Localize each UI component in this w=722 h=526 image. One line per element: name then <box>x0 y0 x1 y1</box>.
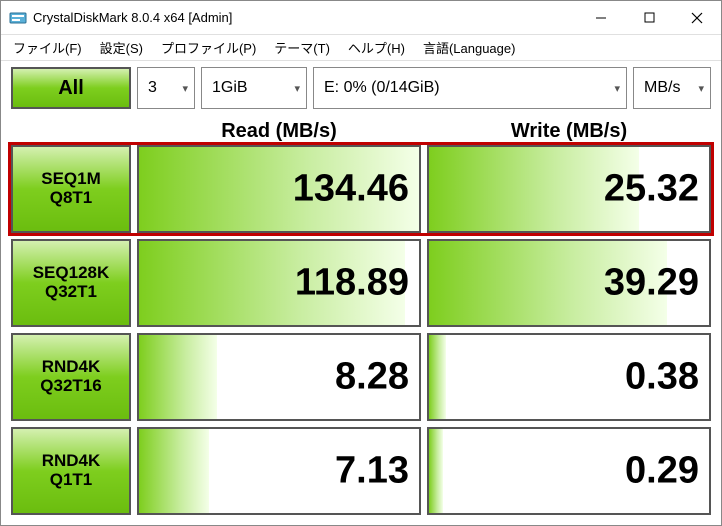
write-result-cell: 0.29 <box>427 427 711 515</box>
read-result-cell: 8.28 <box>137 333 421 421</box>
menu-settings[interactable]: 設定(S) <box>92 36 151 59</box>
column-headers: Read (MB/s) Write (MB/s) <box>11 109 711 143</box>
run-all-label: All <box>58 77 84 100</box>
row-label-line1: SEQ1M <box>41 170 101 189</box>
row-label-line2: Q32T1 <box>45 283 97 302</box>
write-result-cell: 0.38 <box>427 333 711 421</box>
menu-profile[interactable]: プロファイル(P) <box>153 36 264 59</box>
controls-row: All 3 ▾ 1GiB ▾ E: 0% (0/14GiB) ▾ MB/s ▾ <box>11 67 711 109</box>
read-result-cell: 134.46 <box>137 145 421 233</box>
run-test-button[interactable]: RND4KQ1T1 <box>11 427 131 515</box>
read-value: 118.89 <box>295 262 409 305</box>
window-title: CrystalDiskMark 8.0.4 x64 [Admin] <box>33 10 577 25</box>
write-result-cell: 39.29 <box>427 239 711 327</box>
content-area: All 3 ▾ 1GiB ▾ E: 0% (0/14GiB) ▾ MB/s ▾ … <box>1 61 721 525</box>
read-value: 7.13 <box>335 450 409 493</box>
benchmark-row: SEQ1MQ8T1 134.46 25.32 <box>11 145 711 233</box>
header-write: Write (MB/s) <box>427 120 711 143</box>
read-value: 8.28 <box>335 356 409 399</box>
maximize-button[interactable] <box>625 1 673 34</box>
read-result-cell: 7.13 <box>137 427 421 515</box>
close-button[interactable] <box>673 1 721 34</box>
row-label-line2: Q1T1 <box>50 471 93 490</box>
run-all-button[interactable]: All <box>11 67 131 109</box>
write-result-cell: 25.32 <box>427 145 711 233</box>
row-label-line1: RND4K <box>42 358 101 377</box>
row-label-line1: RND4K <box>42 452 101 471</box>
benchmark-row: SEQ128KQ32T1 118.89 39.29 <box>11 239 711 327</box>
menu-help[interactable]: ヘルプ(H) <box>340 36 413 59</box>
write-value: 25.32 <box>604 168 699 211</box>
benchmark-row: RND4KQ32T16 8.28 0.38 <box>11 333 711 421</box>
chevron-down-icon: ▾ <box>294 82 300 95</box>
write-value: 0.29 <box>625 450 699 493</box>
fill-bar <box>139 335 217 419</box>
header-read: Read (MB/s) <box>137 120 421 143</box>
write-value: 39.29 <box>604 262 699 305</box>
unit-value: MB/s <box>644 79 680 97</box>
unit-select[interactable]: MB/s ▾ <box>633 67 711 109</box>
row-label-line1: SEQ128K <box>33 264 110 283</box>
drive-value: E: 0% (0/14GiB) <box>324 79 440 97</box>
count-select[interactable]: 3 ▾ <box>137 67 195 109</box>
chevron-down-icon: ▾ <box>182 82 188 95</box>
window-controls <box>577 1 721 34</box>
menu-theme[interactable]: テーマ(T) <box>266 36 338 59</box>
size-select[interactable]: 1GiB ▾ <box>201 67 307 109</box>
row-label-line2: Q32T16 <box>40 377 101 396</box>
minimize-button[interactable] <box>577 1 625 34</box>
row-label-line2: Q8T1 <box>50 189 93 208</box>
chevron-down-icon: ▾ <box>614 82 620 95</box>
benchmark-rows: SEQ1MQ8T1 134.46 25.32 SEQ128KQ32T1 118.89 39… <box>11 145 711 515</box>
menu-language[interactable]: 言語(Language) <box>415 36 524 59</box>
run-test-button[interactable]: RND4KQ32T16 <box>11 333 131 421</box>
titlebar: CrystalDiskMark 8.0.4 x64 [Admin] <box>1 1 721 35</box>
menubar: ファイル(F) 設定(S) プロファイル(P) テーマ(T) ヘルプ(H) 言語… <box>1 35 721 61</box>
app-window: CrystalDiskMark 8.0.4 x64 [Admin] ファイル(F… <box>0 0 722 526</box>
fill-bar <box>429 335 446 419</box>
read-value: 134.46 <box>293 168 409 211</box>
size-value: 1GiB <box>212 79 248 97</box>
fill-bar <box>139 429 209 513</box>
app-icon <box>9 9 27 27</box>
run-test-button[interactable]: SEQ1MQ8T1 <box>11 145 131 233</box>
drive-select[interactable]: E: 0% (0/14GiB) ▾ <box>313 67 627 109</box>
benchmark-row: RND4KQ1T1 7.13 0.29 <box>11 427 711 515</box>
read-result-cell: 118.89 <box>137 239 421 327</box>
chevron-down-icon: ▾ <box>698 82 704 95</box>
menu-file[interactable]: ファイル(F) <box>5 36 90 59</box>
run-test-button[interactable]: SEQ128KQ32T1 <box>11 239 131 327</box>
write-value: 0.38 <box>625 356 699 399</box>
fill-bar <box>429 429 443 513</box>
count-value: 3 <box>148 79 157 97</box>
